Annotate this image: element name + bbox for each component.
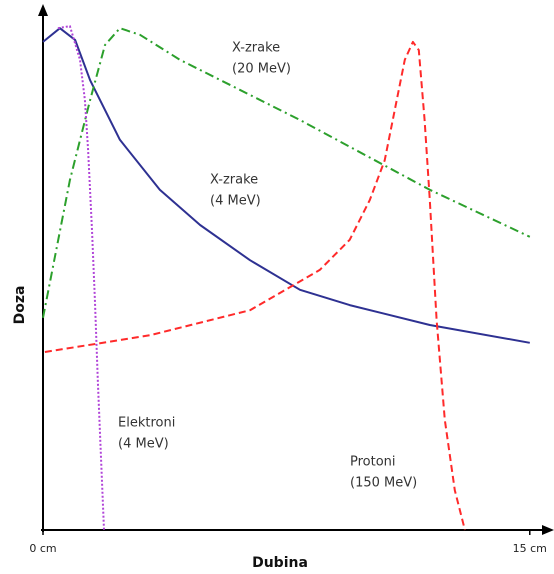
annotation: (20 MeV) (232, 62, 291, 77)
annotation: X-zrake (210, 173, 258, 188)
annotation: (150 MeV) (350, 476, 417, 491)
annotation: (4 MeV) (210, 194, 261, 209)
x-tick-label: 15 cm (513, 542, 547, 555)
annotation: X-zrake (232, 41, 280, 56)
x-axis-arrow (542, 525, 554, 535)
x-tick-label: 0 cm (29, 542, 56, 555)
line (57, 25, 105, 531)
annotation: Protoni (350, 455, 396, 470)
annotation: Elektroni (118, 416, 175, 431)
annotation: (4 MeV) (118, 437, 169, 452)
line (44, 40, 466, 531)
y-axis-title: Doza (12, 286, 28, 325)
x-axis-title: Dubina (252, 555, 308, 571)
y-axis-arrow (38, 4, 48, 16)
line (42, 27, 531, 318)
